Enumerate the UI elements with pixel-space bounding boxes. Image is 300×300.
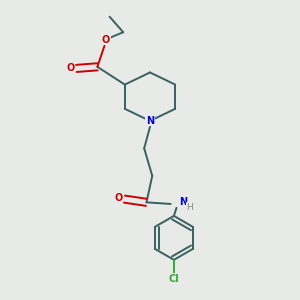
Text: H: H xyxy=(186,203,193,212)
Text: O: O xyxy=(66,63,75,74)
Text: N: N xyxy=(146,116,154,126)
Text: O: O xyxy=(102,35,110,45)
Text: Cl: Cl xyxy=(169,274,179,284)
Text: O: O xyxy=(115,194,123,203)
Text: N: N xyxy=(179,197,187,207)
